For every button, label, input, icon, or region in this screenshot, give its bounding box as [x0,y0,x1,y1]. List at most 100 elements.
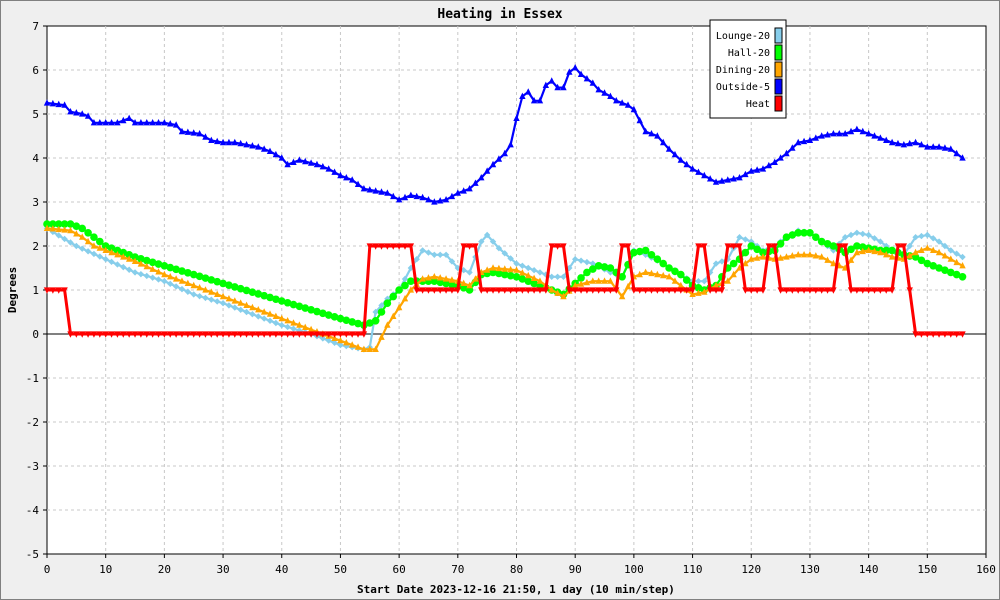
point-lounge-20 [859,230,866,238]
point-outside-5 [67,108,74,115]
point-heat [102,331,109,338]
point-outside-5 [137,119,145,126]
point-hall-20 [301,304,310,312]
point-heat [542,287,550,294]
point-heat [184,331,192,338]
point-hall-20 [946,268,955,277]
point-hall-20 [371,317,380,325]
point-heat [660,287,667,294]
point-heat [296,331,303,338]
x-tick-label: 30 [216,563,229,576]
point-dining-20 [372,345,379,352]
point-outside-5 [425,196,432,203]
point-dining-20 [67,226,74,234]
point-hall-20 [148,258,157,267]
point-outside-5 [442,196,450,203]
point-hall-20 [923,259,932,268]
point-outside-5 [372,187,379,194]
point-dining-20 [390,312,397,319]
point-heat [219,331,227,338]
point-dining-20 [401,295,409,302]
point-outside-5 [824,131,831,138]
x-tick-label: 110 [683,563,703,576]
point-dining-20 [953,258,960,266]
point-hall-20 [84,229,92,237]
point-lounge-20 [513,260,520,267]
point-dining-20 [883,251,890,258]
point-outside-5 [577,70,585,77]
point-heat [125,331,133,338]
point-dining-20 [296,321,303,328]
point-heat [947,331,954,338]
point-hall-20 [72,222,81,230]
point-dining-20 [172,275,180,282]
point-dining-20 [448,276,456,283]
x-tick-label: 10 [99,563,112,576]
point-heat [583,287,591,294]
point-dining-20 [912,248,919,256]
point-outside-5 [595,86,602,93]
point-dining-20 [190,281,197,289]
point-lounge-20 [325,337,332,344]
point-outside-5 [841,130,849,137]
point-lounge-20 [425,249,432,256]
point-hall-20 [800,229,808,237]
point-dining-20 [847,256,855,263]
point-dining-20 [624,282,632,290]
point-outside-5 [654,132,661,139]
point-hall-20 [583,268,591,277]
point-dining-20 [348,341,356,348]
point-lounge-20 [90,250,98,258]
point-outside-5 [108,119,115,126]
point-heat [137,331,145,338]
point-hall-20 [577,274,585,282]
point-dining-20 [155,268,162,275]
point-heat [871,287,878,294]
point-lounge-20 [67,239,74,246]
point-heat [712,287,720,294]
point-outside-5 [525,88,532,95]
point-dining-20 [607,277,614,284]
point-lounge-20 [55,232,62,239]
legend-swatch [774,78,783,95]
point-outside-5 [877,134,884,141]
point-dining-20 [795,251,802,258]
point-heat [108,331,115,338]
point-outside-5 [759,165,767,172]
point-outside-5 [55,100,62,108]
point-dining-20 [947,255,954,262]
point-dining-20 [748,255,755,262]
point-outside-5 [883,136,890,143]
point-outside-5 [114,119,121,126]
point-heat [695,243,702,250]
point-lounge-20 [589,260,596,267]
point-outside-5 [478,174,485,181]
point-outside-5 [636,116,643,124]
point-heat [343,331,350,338]
point-dining-20 [178,277,186,284]
point-outside-5 [959,154,966,161]
point-heat [395,243,403,250]
point-lounge-20 [125,266,133,273]
point-heat [624,243,632,250]
point-dining-20 [167,273,174,280]
point-lounge-20 [278,322,285,329]
point-hall-20 [313,307,321,316]
point-outside-5 [73,109,80,116]
point-heat [419,287,426,294]
point-dining-20 [149,265,156,272]
point-hall-20 [125,251,133,259]
point-dining-20 [225,295,233,302]
point-heat [836,243,843,250]
point-heat [701,243,708,250]
point-outside-5 [566,68,573,75]
point-lounge-20 [519,262,526,269]
point-outside-5 [196,130,203,137]
point-heat [730,243,737,250]
point-outside-5 [431,198,438,205]
point-dining-20 [378,333,385,340]
point-hall-20 [588,265,597,273]
point-outside-5 [167,120,174,127]
point-heat [771,243,778,250]
y-tick-label: 3 [32,196,39,209]
